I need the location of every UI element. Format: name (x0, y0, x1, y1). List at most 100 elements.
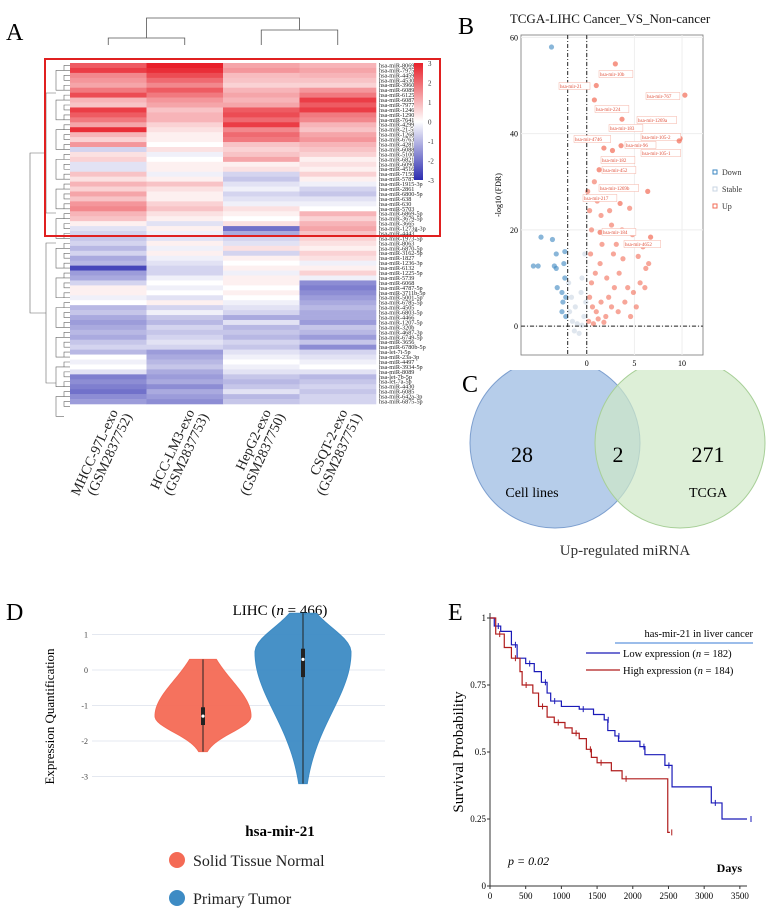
heatmap-cell (146, 176, 224, 182)
heatmap-cell (70, 226, 147, 232)
heatmap-cell (223, 270, 300, 276)
row-label: hsa-miR-3960 (379, 82, 414, 89)
heatmap-cell (223, 201, 300, 207)
heatmap-cell (223, 92, 300, 98)
row-label: hsa-miR-6089 (379, 87, 414, 94)
heatmap-cell (299, 295, 377, 301)
heatmap-cell (146, 319, 224, 326)
heatmap-cell (223, 285, 300, 291)
heatmap-cell (299, 349, 377, 355)
row-label: hsa-miR-1207-5p (379, 319, 423, 326)
heatmap-cell (70, 255, 147, 261)
point-up (606, 294, 612, 300)
heatmap-cell (70, 191, 147, 197)
row-label: hsa-miR-6803-5p (379, 310, 423, 317)
heatmap-cell (223, 334, 300, 341)
heatmap-cell (299, 364, 377, 370)
heatmap-cell (146, 290, 224, 296)
point-stable (566, 280, 572, 286)
row-label: hsa-miR-6785-5p (379, 300, 423, 307)
row-dendrogram (29, 65, 70, 417)
heatmap-cell (299, 231, 377, 237)
heatmap-cell (146, 369, 224, 375)
heatmap-cell (70, 196, 147, 202)
heatmap-cell (223, 82, 300, 89)
heatmap-cell (223, 384, 300, 390)
panel-label-c: C (462, 372, 479, 398)
heatmap-cell (70, 310, 147, 316)
point-up (590, 321, 597, 327)
row-label: hsa-miR-4787-5p (379, 285, 423, 292)
heatmap-cell (146, 379, 224, 385)
point-up (604, 275, 610, 281)
heatmap-cell (299, 339, 377, 345)
heatmap-cell (223, 310, 300, 316)
heatmap-cell (146, 339, 224, 345)
heatmap-cell (70, 399, 147, 405)
legend-swatch (712, 203, 718, 209)
point-up (587, 208, 593, 214)
survival-chart: 1 0.75 0.5 0.25 00 500 1000 1500 2000 2500 3000 350… (451, 613, 753, 901)
heatmap-cell (146, 270, 224, 276)
heatmap-cell (146, 191, 224, 197)
heatmap-cell (70, 280, 147, 286)
heatmap-cell (70, 339, 147, 345)
heatmap-cell (146, 359, 224, 365)
heatmap-cell (70, 245, 147, 252)
heatmap-cell (223, 359, 300, 365)
point-up (682, 92, 688, 98)
heatmap-cell (299, 334, 377, 341)
row-label: hsa-miR-3656 (379, 339, 414, 346)
point-up (637, 280, 643, 286)
point-up (627, 205, 633, 211)
point-up (635, 253, 641, 259)
point-label-box (623, 240, 661, 248)
heatmap-cell (299, 142, 377, 148)
heatmap-cell (146, 389, 224, 395)
heatmap-cell (223, 344, 300, 350)
point-down (562, 275, 568, 281)
heatmap-cell (146, 399, 224, 405)
row-label: hsa-miR-4459 (379, 72, 414, 79)
heatmap-cell (223, 176, 300, 182)
heatmap-cell (146, 72, 224, 79)
heatmap-cell (299, 196, 377, 202)
heatmap-cell (146, 142, 224, 148)
row-label: hsa-miR-21-5p (379, 127, 416, 134)
heatmap-cell (146, 87, 224, 93)
heatmap-cell (70, 97, 147, 103)
heatmap-cell (70, 295, 147, 301)
row-label: hsa-miR-1236-3p (379, 260, 423, 267)
heatmap-cell (146, 77, 224, 84)
point-down (535, 263, 541, 269)
heatmap-cell (146, 181, 224, 187)
legend-swatch (169, 890, 185, 906)
y-tick-label: 1 (482, 613, 487, 623)
heatmap-cell (146, 285, 224, 291)
point-up (593, 309, 599, 315)
point-down (553, 265, 559, 271)
violin-box (301, 648, 305, 678)
heatmap-cell (70, 334, 147, 341)
point-stable (583, 299, 589, 305)
heatmap-cell (70, 77, 147, 84)
heatmap-cell (70, 364, 147, 370)
heatmap-cell (146, 275, 224, 281)
heatmap-cell (70, 379, 147, 385)
heatmap-cell (70, 231, 147, 237)
row-label: hsa-miR-4443 (379, 230, 414, 237)
heatmap-cell (299, 82, 377, 89)
point-up (591, 179, 597, 185)
heatmap-cell (299, 127, 377, 133)
point-up (617, 200, 623, 207)
heatmap-cell (146, 166, 224, 173)
point-up (592, 270, 598, 276)
heatmap-cell (146, 240, 224, 247)
point-up (612, 61, 618, 67)
heatmap-cell (299, 72, 377, 79)
heatmap-cell (299, 260, 377, 266)
heatmap-cell (223, 379, 300, 385)
heatmap-cell (70, 63, 147, 69)
heatmap-cell (70, 142, 147, 148)
